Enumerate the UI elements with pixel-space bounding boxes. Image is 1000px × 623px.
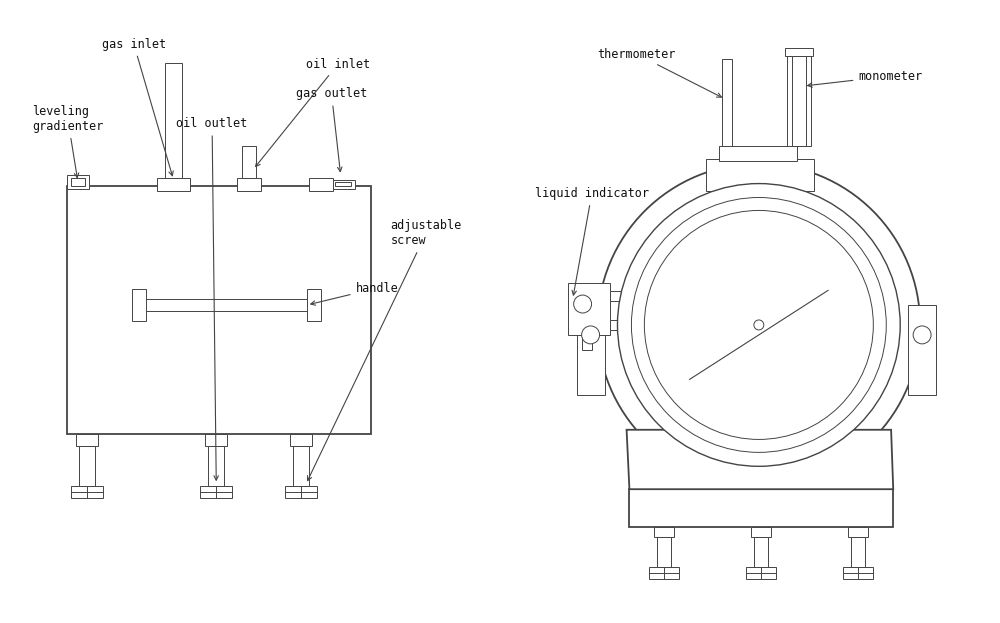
Text: oil outlet: oil outlet [176, 117, 248, 480]
Bar [848, 527, 868, 537]
Bar [792, 56, 806, 146]
Bar [293, 447, 309, 486]
Bar [719, 146, 797, 161]
Bar [333, 179, 355, 189]
Text: monometer: monometer [808, 70, 923, 87]
Text: gas inlet: gas inlet [102, 38, 173, 176]
Bar [568, 283, 610, 335]
Bar [307, 289, 321, 321]
Bar [165, 63, 182, 178]
Text: gas outlet: gas outlet [296, 87, 367, 171]
Bar [132, 289, 146, 321]
Bar [610, 291, 621, 301]
Bar [722, 59, 732, 146]
Circle shape [754, 320, 764, 330]
Bar [649, 567, 679, 579]
Bar [577, 305, 605, 394]
Bar [285, 486, 317, 498]
Text: thermometer: thermometer [598, 47, 721, 97]
Bar [67, 186, 371, 434]
Bar [205, 434, 227, 447]
Bar [290, 434, 312, 447]
Text: oil inlet: oil inlet [256, 57, 370, 166]
Text: adjustable
screw: adjustable screw [308, 219, 462, 480]
Bar [335, 181, 351, 186]
Bar [144, 299, 309, 311]
Bar [706, 159, 814, 191]
Bar [71, 486, 103, 498]
Bar [309, 178, 333, 191]
Circle shape [574, 295, 592, 313]
Polygon shape [627, 430, 893, 489]
Bar [208, 447, 224, 486]
Circle shape [582, 326, 600, 344]
Bar [67, 174, 89, 189]
Circle shape [598, 164, 920, 486]
Bar [200, 486, 232, 498]
Bar [746, 567, 776, 579]
Bar [157, 178, 190, 191]
Bar [908, 305, 936, 394]
Bar [79, 447, 95, 486]
Bar [582, 335, 592, 350]
Text: liquid indicator: liquid indicator [535, 187, 649, 295]
Bar [754, 537, 768, 567]
Circle shape [644, 211, 873, 439]
Circle shape [631, 197, 886, 452]
Bar [71, 178, 85, 186]
Bar [851, 537, 865, 567]
Bar [657, 537, 671, 567]
Bar [787, 56, 811, 146]
Bar [610, 320, 621, 330]
Bar [785, 48, 813, 56]
Text: handle: handle [311, 282, 398, 305]
Bar [629, 489, 893, 527]
Bar [242, 146, 256, 178]
Bar [76, 434, 98, 447]
Bar [654, 527, 674, 537]
Circle shape [617, 184, 900, 466]
Bar [751, 527, 771, 537]
Bar [843, 567, 873, 579]
Text: leveling
gradienter: leveling gradienter [32, 105, 103, 178]
Circle shape [913, 326, 931, 344]
Bar [237, 178, 261, 191]
